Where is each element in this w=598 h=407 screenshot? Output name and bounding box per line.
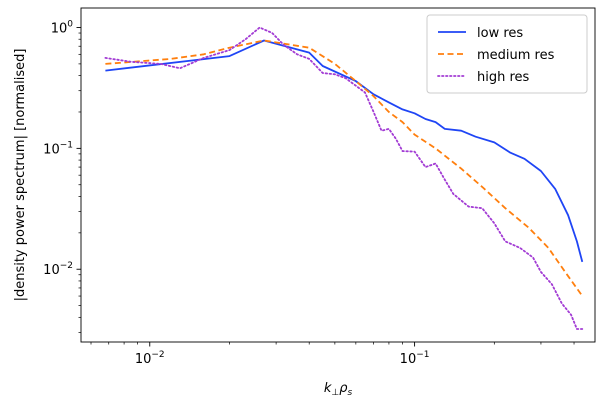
series-line-medium-res	[105, 39, 584, 297]
series-line-high-res	[104, 26, 584, 330]
legend: low res medium res high res	[426, 14, 588, 94]
y-tick-label: 100	[51, 20, 74, 37]
x-label-base2: ρ	[339, 381, 348, 396]
x-label-sub2: s	[347, 388, 352, 398]
y-axis-label: |density power spectrum| [normalised]	[13, 49, 28, 302]
legend-label: high res	[477, 70, 530, 85]
legend-box	[426, 14, 588, 94]
x-label-base1: k	[324, 381, 332, 396]
series-line-low-res	[105, 39, 584, 263]
x-tick-label: 10−2	[135, 350, 165, 367]
x-label-sub1: ⊥	[331, 388, 339, 398]
legend-label: medium res	[477, 48, 555, 63]
y-tick-label: 10−2	[43, 261, 73, 278]
axis-ticks: 10−2 10−1 10−2 10−1 100	[43, 20, 575, 367]
x-tick-label: 10−1	[400, 350, 430, 367]
y-tick-label: 10−1	[43, 140, 73, 157]
series-group	[104, 26, 584, 330]
x-axis-label: k⊥ρs	[324, 381, 353, 398]
legend-label: low res	[477, 26, 523, 41]
